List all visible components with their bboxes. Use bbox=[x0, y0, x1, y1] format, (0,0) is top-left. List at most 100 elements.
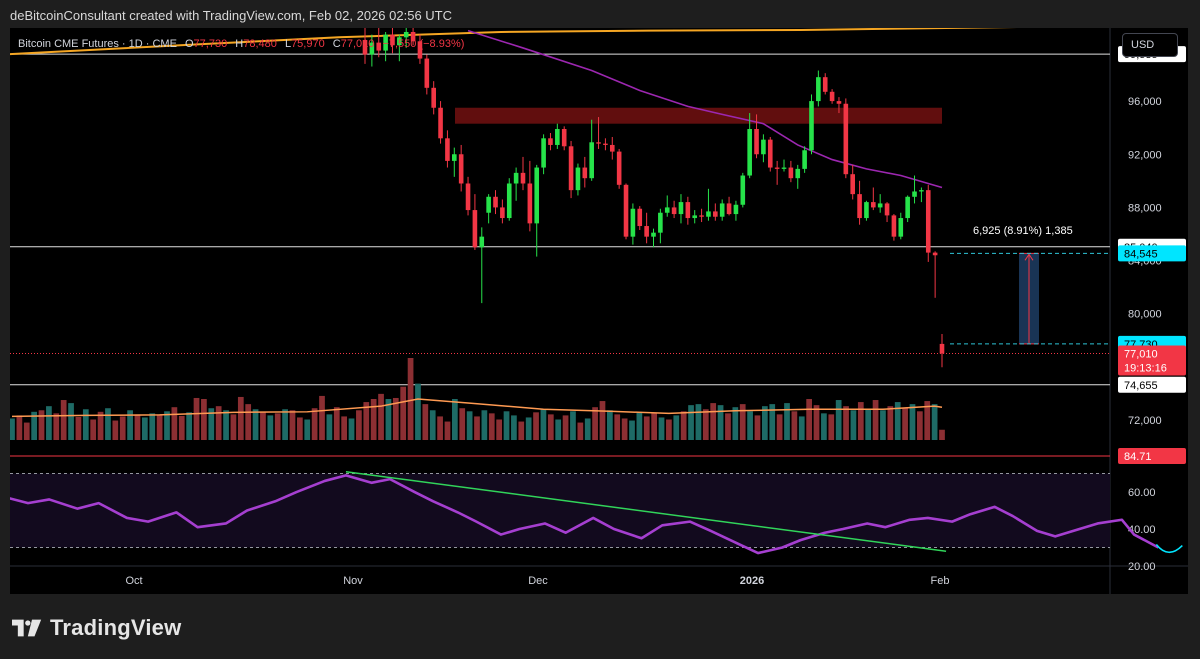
rsi-tick-2: 60.00 bbox=[1128, 487, 1156, 499]
volume-bar-7 bbox=[60, 400, 67, 440]
candle-body-1 bbox=[369, 42, 375, 55]
volume-bar-55 bbox=[415, 383, 421, 440]
volume-bar-13 bbox=[105, 408, 111, 440]
candle-body-20 bbox=[500, 207, 505, 219]
volume-bar-94 bbox=[702, 409, 709, 440]
candle-body-35 bbox=[603, 143, 608, 145]
volume-bar-38 bbox=[289, 410, 296, 440]
price-tag-5: 74,655 bbox=[1124, 380, 1158, 392]
volume-bar-21 bbox=[164, 411, 170, 440]
volume-bar-41 bbox=[311, 408, 318, 440]
volume-bar-54 bbox=[407, 358, 414, 440]
candle-body-61 bbox=[781, 167, 787, 169]
volume-bar-89 bbox=[666, 419, 672, 440]
candle-body-71 bbox=[850, 174, 856, 195]
open-value: 77,730 bbox=[193, 38, 228, 50]
candle-body-13 bbox=[451, 154, 457, 161]
tradingview-logo-icon bbox=[12, 619, 42, 637]
volume-bar-48 bbox=[363, 402, 370, 440]
price-tick-3: 84,000 bbox=[1128, 256, 1162, 268]
candle-body-26 bbox=[541, 138, 546, 168]
volume-bar-76 bbox=[570, 411, 576, 440]
time-label-3: 2026 bbox=[740, 575, 764, 587]
candle-body-25 bbox=[534, 167, 540, 224]
candle-body-30 bbox=[568, 146, 574, 191]
chart-attribution: deBitcoinConsultant created with Trading… bbox=[10, 8, 453, 23]
candle-body-67 bbox=[822, 77, 828, 92]
volume-bar-59 bbox=[444, 421, 451, 440]
volume-bar-61 bbox=[459, 408, 466, 440]
time-label-4: Feb bbox=[931, 575, 950, 587]
volume-bar-57 bbox=[429, 410, 436, 440]
currency-button[interactable]: USD bbox=[1122, 33, 1178, 57]
rsi-value-tag-box bbox=[1118, 448, 1186, 464]
candle-body-69 bbox=[836, 101, 842, 104]
high-value: 78,480 bbox=[243, 38, 277, 50]
volume-bar-35 bbox=[267, 415, 274, 440]
chart-frame[interactable]: 72,00076,00080,00084,00088,00092,00096,0… bbox=[10, 28, 1188, 594]
rsi-value-tag: 84.71 bbox=[1124, 451, 1152, 463]
volume-bar-26 bbox=[201, 399, 207, 440]
volume-bar-99 bbox=[739, 404, 746, 440]
candle-body-46 bbox=[678, 202, 684, 215]
volume-bar-90 bbox=[673, 415, 680, 440]
volume-bar-17 bbox=[134, 414, 141, 440]
candle-body-48 bbox=[692, 215, 698, 219]
volume-bar-106 bbox=[791, 411, 798, 440]
candle-body-56 bbox=[747, 129, 752, 176]
candle-body-77 bbox=[891, 215, 897, 237]
volume-bar-83 bbox=[621, 418, 628, 440]
candle-body-41 bbox=[644, 226, 649, 237]
candle-body-79 bbox=[905, 196, 910, 219]
candle-body-33 bbox=[589, 142, 594, 179]
volume-bar-0 bbox=[10, 418, 15, 440]
volume-bar-78 bbox=[584, 418, 591, 440]
volume-bar-80 bbox=[599, 401, 606, 440]
price-tag-box-5 bbox=[1118, 376, 1186, 393]
price-tick-0: 72,000 bbox=[1128, 415, 1162, 427]
volume-bar-124 bbox=[924, 401, 931, 440]
price-tick-6: 96,000 bbox=[1128, 96, 1162, 108]
candle-body-7 bbox=[410, 31, 416, 42]
volume-bar-115 bbox=[857, 402, 864, 440]
candle-body-45 bbox=[671, 207, 677, 215]
volume-bar-50 bbox=[378, 393, 384, 440]
candle-body-63 bbox=[795, 168, 801, 179]
open-key: O bbox=[184, 38, 194, 50]
volume-bar-9 bbox=[75, 416, 82, 440]
volume-bar-66 bbox=[496, 419, 503, 440]
volume-bar-85 bbox=[636, 412, 643, 440]
volume-bar-10 bbox=[82, 409, 89, 440]
candle-body-64 bbox=[802, 150, 807, 169]
time-label-1: Nov bbox=[343, 575, 363, 587]
volume-bar-28 bbox=[215, 406, 222, 440]
volume-bar-118 bbox=[880, 410, 886, 440]
volume-bar-92 bbox=[688, 405, 694, 440]
rsi-tick-1: 40.00 bbox=[1128, 524, 1156, 536]
candle-body-44 bbox=[664, 207, 670, 213]
volume-bar-70 bbox=[525, 417, 532, 440]
measure-label: 6,925 (8.91%) 1,385 bbox=[973, 225, 1073, 237]
volume-bar-24 bbox=[186, 412, 193, 440]
volume-bar-45 bbox=[341, 416, 348, 440]
volume-bar-65 bbox=[488, 413, 495, 440]
volume-bar-111 bbox=[828, 414, 835, 440]
volume-bar-47 bbox=[356, 410, 362, 440]
volume-bar-103 bbox=[769, 404, 776, 440]
volume-bar-75 bbox=[562, 415, 569, 440]
chart-canvas[interactable]: 72,00076,00080,00084,00088,00092,00096,0… bbox=[10, 28, 1188, 594]
candle-body-58 bbox=[761, 139, 766, 155]
volume-bar-116 bbox=[865, 409, 872, 440]
volume-bar-11 bbox=[90, 419, 97, 440]
candle-body-50 bbox=[706, 211, 711, 217]
volume-bar-122 bbox=[909, 404, 916, 440]
volume-bar-98 bbox=[732, 407, 739, 440]
candle-body-40 bbox=[637, 208, 643, 227]
candle-body-75 bbox=[877, 203, 883, 208]
price-tag-2: 84,545 bbox=[1124, 248, 1158, 260]
price-tick-5: 92,000 bbox=[1128, 149, 1162, 161]
candle-body-47 bbox=[685, 202, 691, 219]
volume-bar-125 bbox=[931, 404, 938, 440]
volume-bar-29 bbox=[223, 410, 229, 440]
low-key: L bbox=[284, 38, 292, 50]
